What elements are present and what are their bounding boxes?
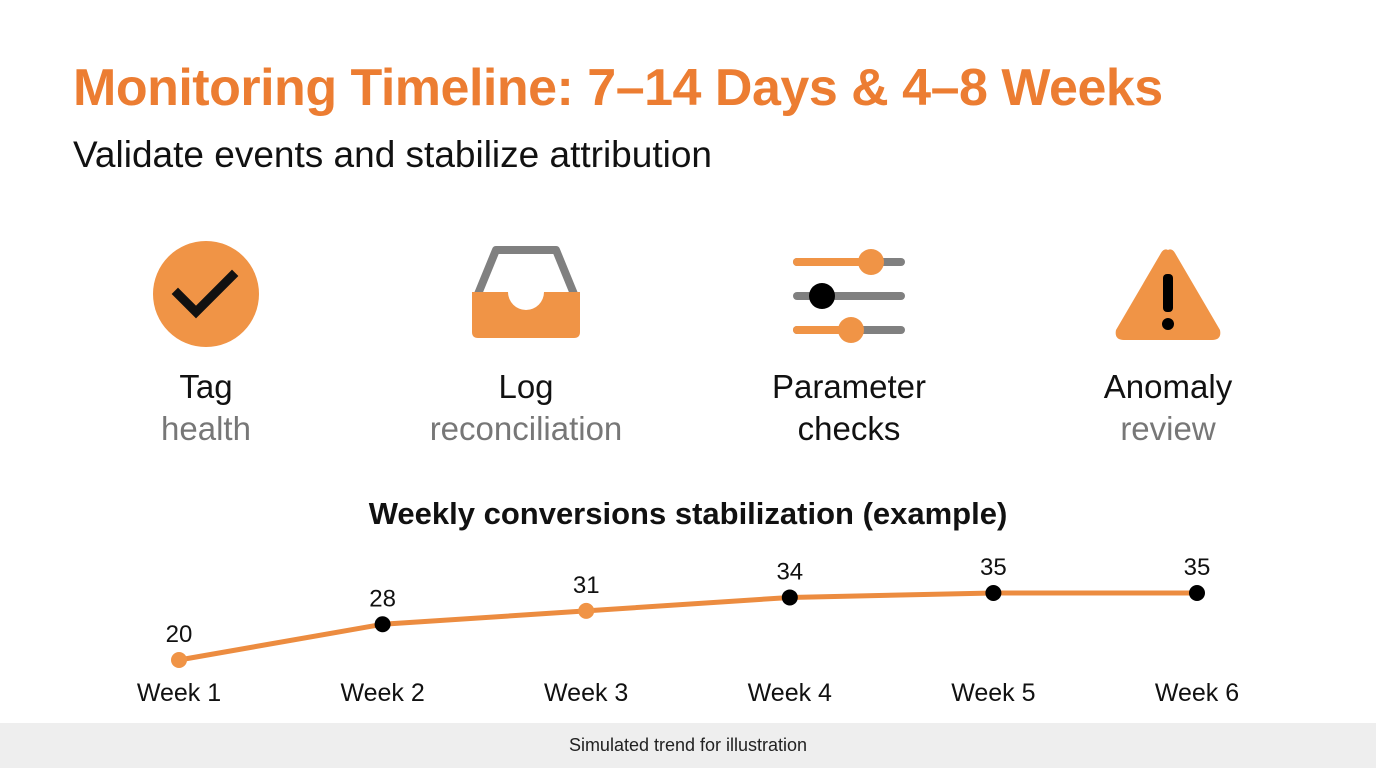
x-axis-label: Week 6 [1155, 679, 1239, 707]
card-label-primary: Anomaly [1103, 368, 1233, 405]
page-subtitle: Validate events and stabilize attributio… [73, 134, 712, 175]
card-label-primary: Tag [179, 368, 233, 405]
card-label-secondary: reconciliation [429, 410, 623, 447]
x-axis-label: Week 4 [748, 679, 832, 707]
x-axis-label: Week 2 [340, 679, 424, 707]
data-label: 28 [369, 585, 396, 612]
data-label: 31 [573, 572, 600, 599]
check-circle-icon [56, 240, 356, 348]
card-anomaly-review: Anomaly review [1018, 240, 1318, 450]
chart-title: Weekly conversions stabilization (exampl… [368, 496, 1008, 531]
data-point-marker [171, 652, 187, 668]
x-axis-label: Week 5 [951, 679, 1035, 707]
data-point-marker [781, 589, 798, 606]
warning-triangle-icon [1018, 240, 1318, 348]
card-parameter-checks: Parameter checks [699, 240, 999, 450]
card-log-reconciliation: Log reconciliation [376, 240, 676, 450]
chart-x-axis-labels: Week 1 Week 2 Week 3 Week 4 Week 5 Week 6 [137, 679, 1239, 707]
sliders-icon [699, 240, 999, 348]
footer-note: Simulated trend for illustration [0, 723, 1376, 768]
card-label-secondary: health [161, 410, 251, 447]
chart-line [178, 590, 1197, 663]
data-point-marker [578, 602, 595, 619]
card-label-primary: Parameter [771, 368, 927, 405]
chart-points [171, 585, 1205, 668]
x-axis-label: Week 1 [137, 679, 221, 707]
page-title: Monitoring Timeline: 7–14 Days & 4–8 Wee… [73, 59, 1163, 117]
inbox-tray-icon [376, 240, 676, 348]
chart-data-labels: 20 28 31 34 35 35 [166, 554, 1211, 648]
data-label: 35 [1184, 554, 1211, 581]
card-label-primary: Log [498, 368, 554, 405]
card-tag-health: Tag health [56, 240, 356, 450]
card-label-secondary: checks [797, 410, 901, 447]
data-point-marker [1189, 585, 1205, 601]
x-axis-label: Week 3 [544, 679, 628, 707]
data-label: 20 [166, 621, 193, 648]
card-label-secondary: review [1120, 410, 1216, 447]
data-point-marker [985, 585, 1002, 601]
data-label: 35 [980, 554, 1007, 581]
data-point-marker [374, 616, 391, 633]
data-label: 34 [776, 558, 803, 585]
